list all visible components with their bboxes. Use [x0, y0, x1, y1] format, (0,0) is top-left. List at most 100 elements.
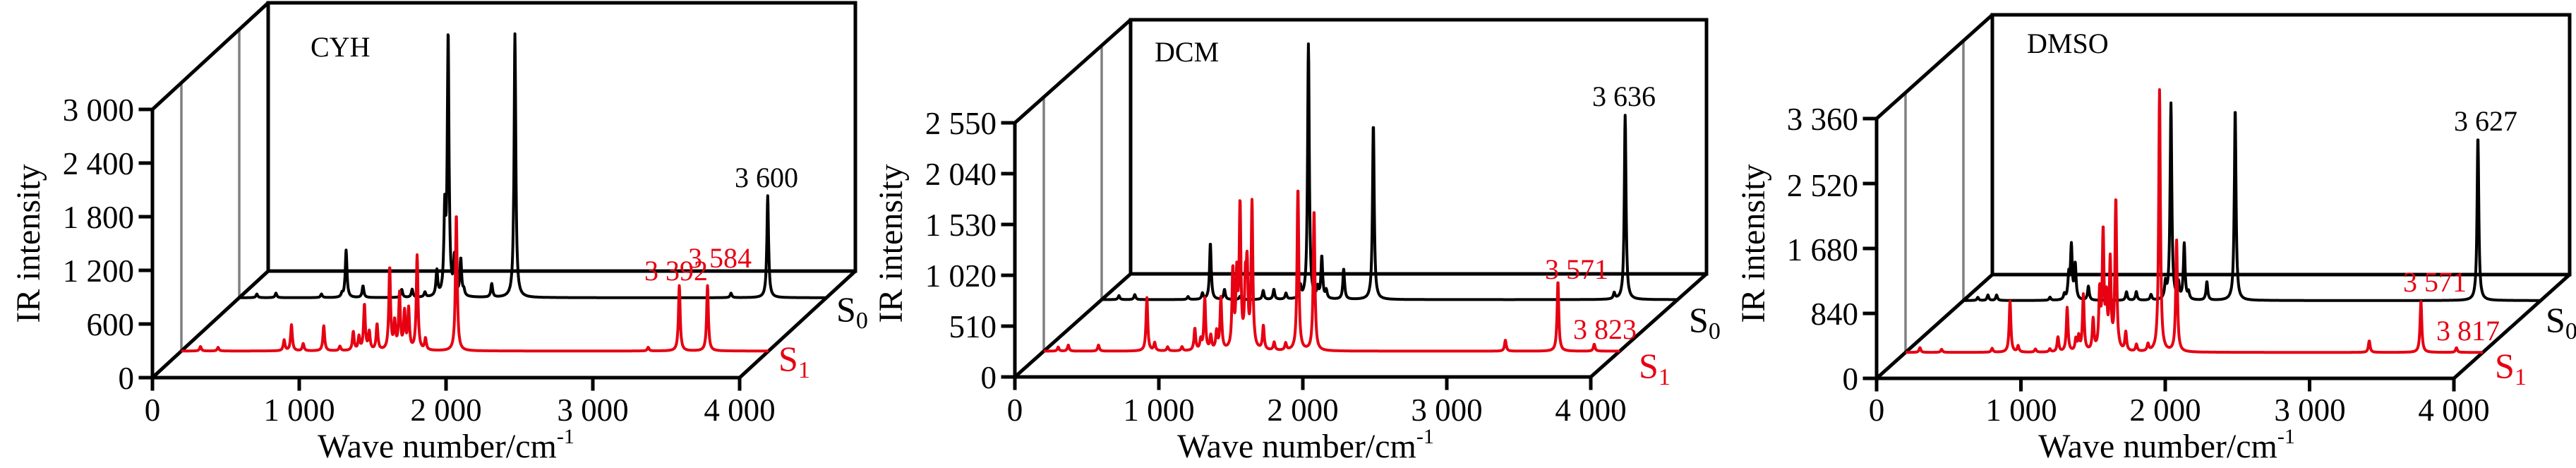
state-label-s1: S1 [2495, 346, 2527, 390]
state-label-sub: 0 [1709, 318, 1721, 344]
panel-frame [150, 1, 857, 380]
y-axis-title: IR intensity [1735, 164, 1772, 323]
y-axis-title: IR intensity [872, 164, 910, 323]
peak-label-s0: 3 636 [1592, 80, 1656, 112]
y-tick-label: 3 360 [1787, 102, 1858, 137]
y-tick-label: 2 400 [63, 146, 134, 181]
peak-label-s1: 3 584 [688, 242, 752, 274]
y-tick-label: 3 000 [63, 92, 134, 128]
y-tick-label: 1 530 [925, 208, 997, 243]
spectrum-s1 [180, 215, 770, 353]
y-tick-label: 600 [87, 307, 135, 342]
tick-marks [1001, 121, 1593, 390]
floor-right-edge [1589, 272, 1708, 378]
state-label-sub: 1 [2515, 364, 2527, 390]
panel-frame [1013, 18, 1709, 379]
state-label-main: S [2546, 300, 2565, 340]
x-tick-label: 1 000 [263, 392, 335, 428]
x-tick-label: 3 000 [2274, 392, 2345, 428]
x-tick-label: 1 000 [1123, 392, 1194, 428]
x-tick-label: 2 000 [2129, 392, 2201, 428]
spectra [1904, 88, 2542, 354]
x-tick-label: 4 000 [1555, 392, 1626, 428]
floor-left-edge [1013, 272, 1132, 378]
x-tick-label: 0 [1869, 392, 1885, 428]
peak-label-s1: 3 392 [644, 255, 708, 287]
peak-label-s1: 3 571 [2403, 266, 2467, 298]
x-tick-label: 0 [145, 392, 161, 428]
x-axis-title-sup: -1 [1416, 425, 1434, 448]
solvent-label: DMSO [2027, 28, 2109, 59]
state-label-main: S [836, 289, 856, 329]
floor-right-edge [2452, 273, 2571, 380]
floor-left-edge [151, 270, 270, 379]
state-label-sub: 0 [856, 308, 868, 334]
top-left-edge [1875, 13, 1994, 120]
y-tick-label: 0 [1843, 361, 1859, 397]
y-tick-label: 2 520 [1787, 168, 1858, 203]
spectrum-s1 [1904, 88, 2484, 354]
x-axis-title: Wave number/cm-1 [1177, 425, 1434, 465]
x-tick-label: 4 000 [704, 392, 775, 428]
spectra [180, 32, 828, 353]
state-label-s0: S0 [836, 289, 868, 334]
x-tick-label: 0 [1007, 392, 1023, 428]
y-tick-label: 1 680 [1787, 232, 1858, 268]
spectrum-s0 [1962, 101, 2542, 302]
x-axis-title-text: Wave number/cm [318, 428, 557, 465]
top-left-edge [151, 1, 270, 111]
spectra [1042, 42, 1679, 353]
state-label-s0: S0 [1689, 300, 1721, 344]
state-label-sub: 1 [798, 357, 810, 383]
state-label-s1: S1 [778, 339, 810, 383]
panel-frame [1874, 13, 2572, 380]
spectrum-s0 [238, 32, 828, 299]
x-axis-title: Wave number/cm-1 [2038, 425, 2295, 465]
peak-label-s1: 3 823 [1573, 313, 1637, 345]
y-tick-label: 510 [949, 309, 997, 344]
x-axis-title: Wave number/cm-1 [318, 425, 574, 465]
x-tick-label: 3 000 [557, 392, 628, 428]
peak-label-s0: 3 627 [2454, 105, 2517, 137]
top-left-edge [1013, 18, 1132, 124]
panel-dmso: 0 840 1 680 2 520 3 360 0 1 000 2 000 3 … [1735, 13, 2576, 465]
y-tick-label: 840 [1811, 296, 1859, 332]
peak-label-s1: 3 817 [2436, 315, 2500, 347]
state-label-sub: 0 [2565, 318, 2576, 344]
tick-marks [1862, 116, 2456, 392]
x-tick-label: 2 000 [410, 392, 481, 428]
x-axis-title-text: Wave number/cm [2038, 428, 2277, 465]
solvent-label: DCM [1155, 36, 1219, 68]
state-label-main: S [2495, 346, 2515, 385]
peak-label-s1: 3 571 [1545, 253, 1608, 285]
x-tick-label: 3 000 [1411, 392, 1482, 428]
x-axis-title-sup: -1 [557, 425, 574, 448]
y-tick-label: 1 020 [925, 258, 997, 294]
peak-label-s0: 3 600 [735, 162, 798, 193]
x-tick-label: 4 000 [2418, 392, 2489, 428]
y-tick-label: 1 800 [63, 200, 134, 235]
y-axis-title: IR intensity [10, 164, 47, 323]
spectrum-s0 [1100, 42, 1679, 301]
y-tick-label: 2 550 [925, 106, 997, 141]
spectrum-s1 [1042, 189, 1621, 353]
floor-right-edge [738, 270, 857, 379]
tick-marks [138, 107, 742, 391]
state-label-main: S [778, 339, 798, 378]
x-axis-title-text: Wave number/cm [1177, 428, 1416, 465]
state-label-main: S [1689, 300, 1709, 340]
state-label-sub: 1 [1659, 364, 1671, 390]
y-tick-label: 0 [981, 360, 997, 395]
y-tick-label: 0 [119, 361, 135, 396]
panel-dcm: 0 510 1 020 1 530 2 040 2 550 0 1 000 2 … [872, 18, 1721, 465]
state-label-s0: S0 [2546, 300, 2576, 344]
state-label-s1: S1 [1639, 346, 1671, 390]
x-tick-label: 2 000 [1267, 392, 1338, 428]
y-tick-label: 2 040 [925, 157, 997, 192]
solvent-label: CYH [311, 31, 370, 63]
state-label-main: S [1639, 346, 1659, 385]
panel-cyh: 0 600 1 200 1 800 2 400 3 000 0 1 000 2 … [10, 1, 868, 465]
x-tick-label: 1 000 [1985, 392, 2057, 428]
x-axis-title-sup: -1 [2277, 425, 2295, 448]
